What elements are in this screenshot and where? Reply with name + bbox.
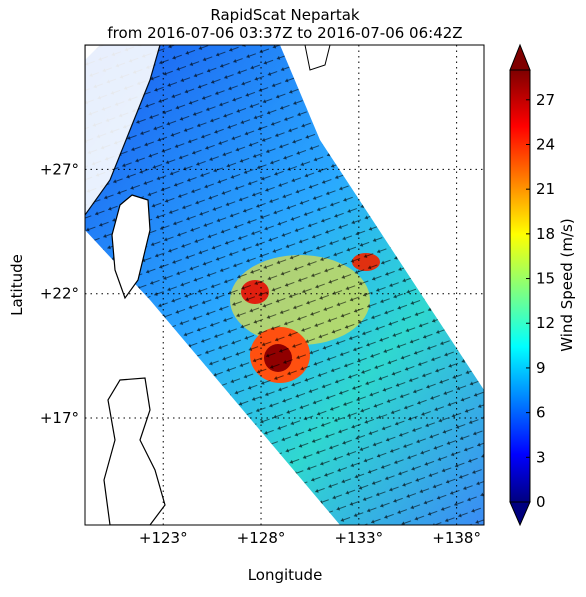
- y-axis-label: Latitude: [8, 254, 26, 316]
- colorbar-extend: [509, 501, 531, 527]
- coastline: [103, 377, 166, 525]
- chart-title: RapidScat Nepartak: [210, 6, 360, 24]
- colorbar-tick-label: 3: [536, 448, 546, 466]
- x-tick-label: +128°: [237, 529, 286, 547]
- colorbar-tick-label: 27: [536, 91, 555, 109]
- x-tick-label: +133°: [334, 529, 383, 547]
- colorbar-tick-label: 9: [536, 359, 546, 377]
- x-tick-label: +138°: [432, 529, 481, 547]
- coastline: [85, 45, 161, 217]
- colorbar-extend: [509, 43, 531, 71]
- coastline: [111, 194, 151, 300]
- colorbar-tick-label: 12: [536, 314, 555, 332]
- colorbar-tick-label: 15: [536, 270, 555, 288]
- colorbar-tick-label: 0: [536, 493, 546, 511]
- y-tick-label: +17°: [40, 409, 79, 427]
- coastline: [304, 45, 331, 71]
- colorbar-tick-label: 6: [536, 404, 546, 422]
- colorbar-tick-label: 21: [536, 180, 555, 198]
- colorbar-tick-label: 24: [536, 135, 555, 153]
- plot-frame: [84, 44, 485, 526]
- colorbar-tick-label: 18: [536, 225, 555, 243]
- map-area: [85, 45, 484, 525]
- y-tick-label: +22°: [40, 285, 79, 303]
- swath-arrows: [85, 45, 484, 525]
- colorbar: [510, 70, 530, 502]
- chart-subtitle: from 2016-07-06 03:37Z to 2016-07-06 06:…: [107, 24, 462, 42]
- x-tick-label: +123°: [139, 529, 188, 547]
- x-axis-label: Longitude: [248, 566, 323, 584]
- colorbar-label: Wind Speed (m/s): [558, 218, 576, 351]
- colorbar-frame: [509, 69, 531, 503]
- y-tick-label: +27°: [40, 160, 79, 178]
